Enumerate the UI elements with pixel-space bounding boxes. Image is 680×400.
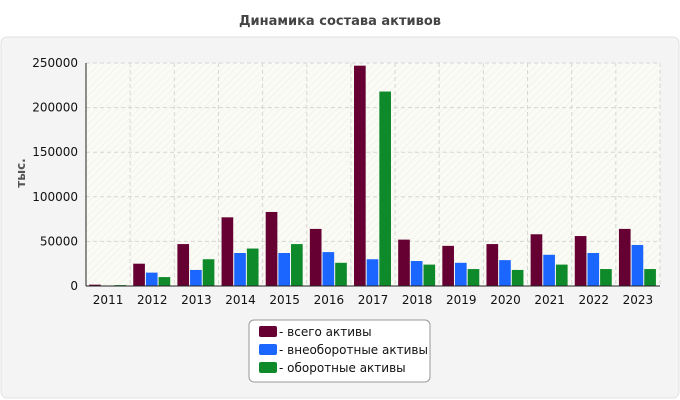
x-tick-label: 2018 <box>402 293 433 307</box>
legend-swatch <box>259 362 277 373</box>
bar <box>158 277 171 286</box>
x-tick-label: 2020 <box>490 293 521 307</box>
bar <box>618 228 631 286</box>
bar <box>234 252 246 286</box>
bar <box>366 259 379 286</box>
x-tick-label: 2012 <box>137 293 168 307</box>
bar <box>486 244 499 286</box>
bar <box>221 217 234 286</box>
x-tick-label: 2023 <box>623 293 654 307</box>
x-tick-label: 2014 <box>225 293 256 307</box>
y-tick-label: 50000 <box>40 234 78 248</box>
y-tick-label: 200000 <box>32 101 78 115</box>
y-tick-label: 0 <box>70 279 78 293</box>
bar <box>177 244 190 286</box>
plot-area: 0 50000 100000 150000 200000 250000 2011 2012 20… <box>32 56 661 307</box>
bar <box>89 284 101 286</box>
y-tick-label: 250000 <box>32 56 78 70</box>
legend: - всего активы - внеоборотные активы - обо… <box>248 319 431 383</box>
bar <box>467 269 480 286</box>
y-tick-label: 150000 <box>32 145 78 159</box>
bar <box>322 252 335 286</box>
bar <box>587 252 600 286</box>
x-tick-label: 2017 <box>358 293 389 307</box>
bar <box>398 239 410 286</box>
bar <box>423 264 436 286</box>
legend-box <box>248 319 431 383</box>
legend-label: - всего активы <box>279 325 372 339</box>
bar <box>335 262 347 286</box>
bar <box>309 228 322 286</box>
bar <box>278 252 291 286</box>
bar <box>410 261 423 286</box>
bar <box>442 245 454 286</box>
bar <box>499 260 511 286</box>
bar <box>530 234 543 286</box>
bar <box>454 262 467 286</box>
bar <box>202 259 215 286</box>
legend-label: - внеоборотные активы <box>279 343 428 357</box>
y-tick-label: 100000 <box>32 190 78 204</box>
bar <box>555 264 568 286</box>
bar <box>246 248 259 286</box>
x-tick-label: 2021 <box>534 293 565 307</box>
bar <box>379 91 391 286</box>
plot-background <box>86 63 660 286</box>
chart-title: Динамика состава активов <box>239 14 441 29</box>
bar <box>631 244 644 286</box>
bar <box>133 263 145 286</box>
bar <box>644 269 656 286</box>
x-tick-label: 2016 <box>314 293 345 307</box>
bar <box>511 269 524 286</box>
bar <box>354 65 366 287</box>
bar <box>543 254 555 286</box>
bar <box>574 236 587 286</box>
x-tick-label: 2011 <box>93 293 124 307</box>
x-tick-label: 2015 <box>269 293 300 307</box>
legend-swatch <box>259 344 277 355</box>
legend-swatch <box>259 326 277 337</box>
bar <box>190 269 202 286</box>
bar <box>265 211 278 286</box>
x-tick-label: 2022 <box>578 293 609 307</box>
x-tick-label: 2019 <box>446 293 477 307</box>
bar <box>291 244 303 286</box>
x-tick-label: 2013 <box>181 293 212 307</box>
legend-label: - оборотные активы <box>279 361 406 375</box>
y-axis-label: тыс. <box>14 158 28 187</box>
bar <box>600 269 612 286</box>
bar <box>145 272 158 286</box>
